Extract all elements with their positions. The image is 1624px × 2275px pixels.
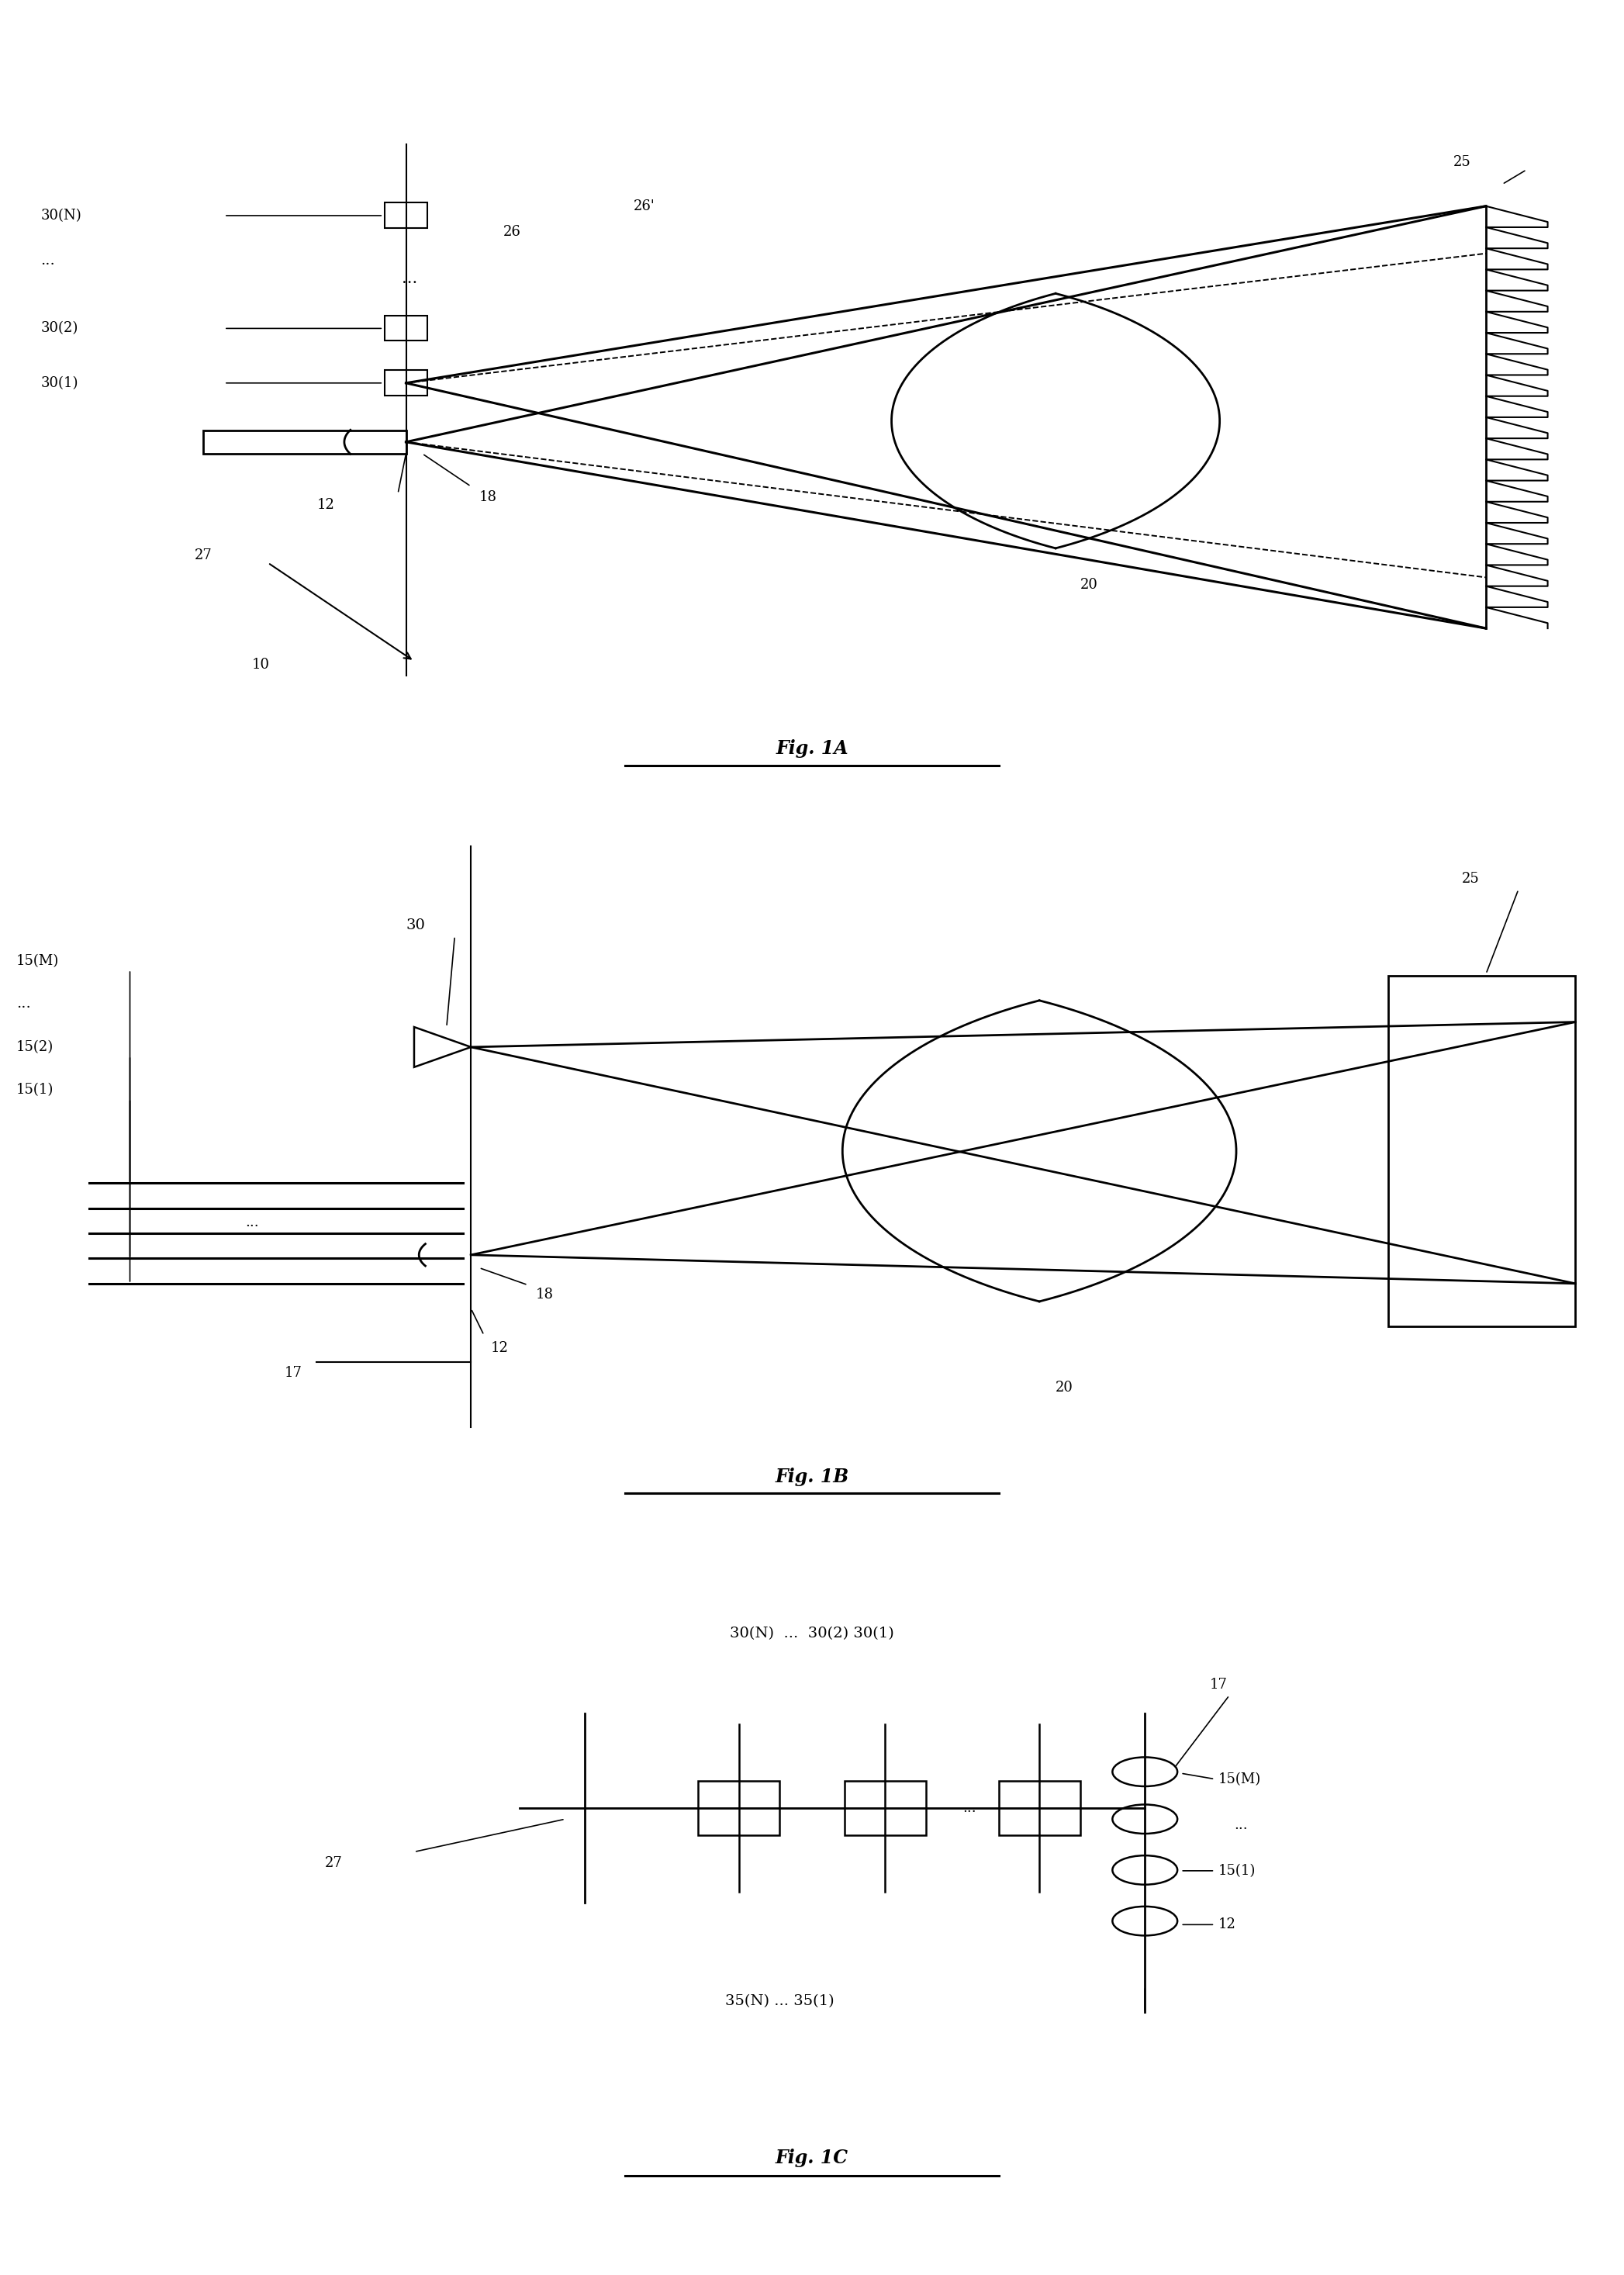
Text: 30(1): 30(1) xyxy=(41,375,78,389)
Text: 17: 17 xyxy=(1210,1677,1228,1690)
Text: 15(M): 15(M) xyxy=(1218,1772,1260,1786)
Text: ...: ... xyxy=(1234,1818,1247,1831)
Text: 30(N)  ...  30(2) 30(1): 30(N) ... 30(2) 30(1) xyxy=(729,1627,895,1640)
Text: ...: ... xyxy=(16,996,31,1010)
Text: 15(1): 15(1) xyxy=(16,1083,54,1097)
Text: 18: 18 xyxy=(536,1288,554,1301)
Text: ...: ... xyxy=(401,271,417,287)
Text: 12: 12 xyxy=(317,498,335,512)
Bar xyxy=(203,430,406,453)
Text: 30(2): 30(2) xyxy=(41,321,78,334)
Text: ...: ... xyxy=(245,1215,258,1228)
Text: 27: 27 xyxy=(195,548,213,562)
Text: 30: 30 xyxy=(406,919,425,933)
Text: 12: 12 xyxy=(490,1340,508,1356)
Text: 15(2): 15(2) xyxy=(16,1040,54,1053)
Text: 12: 12 xyxy=(1218,1918,1236,1931)
Text: Fig. 1C: Fig. 1C xyxy=(776,2148,848,2166)
Text: ...: ... xyxy=(41,255,55,268)
Text: 15(M): 15(M) xyxy=(16,953,58,969)
Bar xyxy=(385,316,427,341)
Text: 20: 20 xyxy=(1056,1381,1073,1395)
Text: 18: 18 xyxy=(479,491,497,505)
Bar xyxy=(999,1781,1080,1836)
Text: 20: 20 xyxy=(1080,578,1098,592)
Text: 27: 27 xyxy=(325,1856,343,1870)
Text: 30(N): 30(N) xyxy=(41,209,81,223)
Text: 26': 26' xyxy=(633,200,654,214)
Text: 35(N) ... 35(1): 35(N) ... 35(1) xyxy=(724,1995,835,2009)
Bar xyxy=(1389,976,1575,1326)
Bar xyxy=(385,371,427,396)
Text: 25: 25 xyxy=(1462,871,1479,885)
Text: Fig. 1B: Fig. 1B xyxy=(775,1467,849,1486)
Bar xyxy=(698,1781,780,1836)
Text: 25: 25 xyxy=(1453,155,1471,168)
Text: ...: ... xyxy=(963,1802,976,1815)
Text: 17: 17 xyxy=(284,1367,302,1381)
Text: Fig. 1A: Fig. 1A xyxy=(776,739,848,758)
Bar xyxy=(844,1781,926,1836)
Text: 10: 10 xyxy=(252,657,270,671)
Bar xyxy=(385,202,427,228)
Text: 26: 26 xyxy=(503,225,521,239)
Text: 15(1): 15(1) xyxy=(1218,1863,1255,1877)
